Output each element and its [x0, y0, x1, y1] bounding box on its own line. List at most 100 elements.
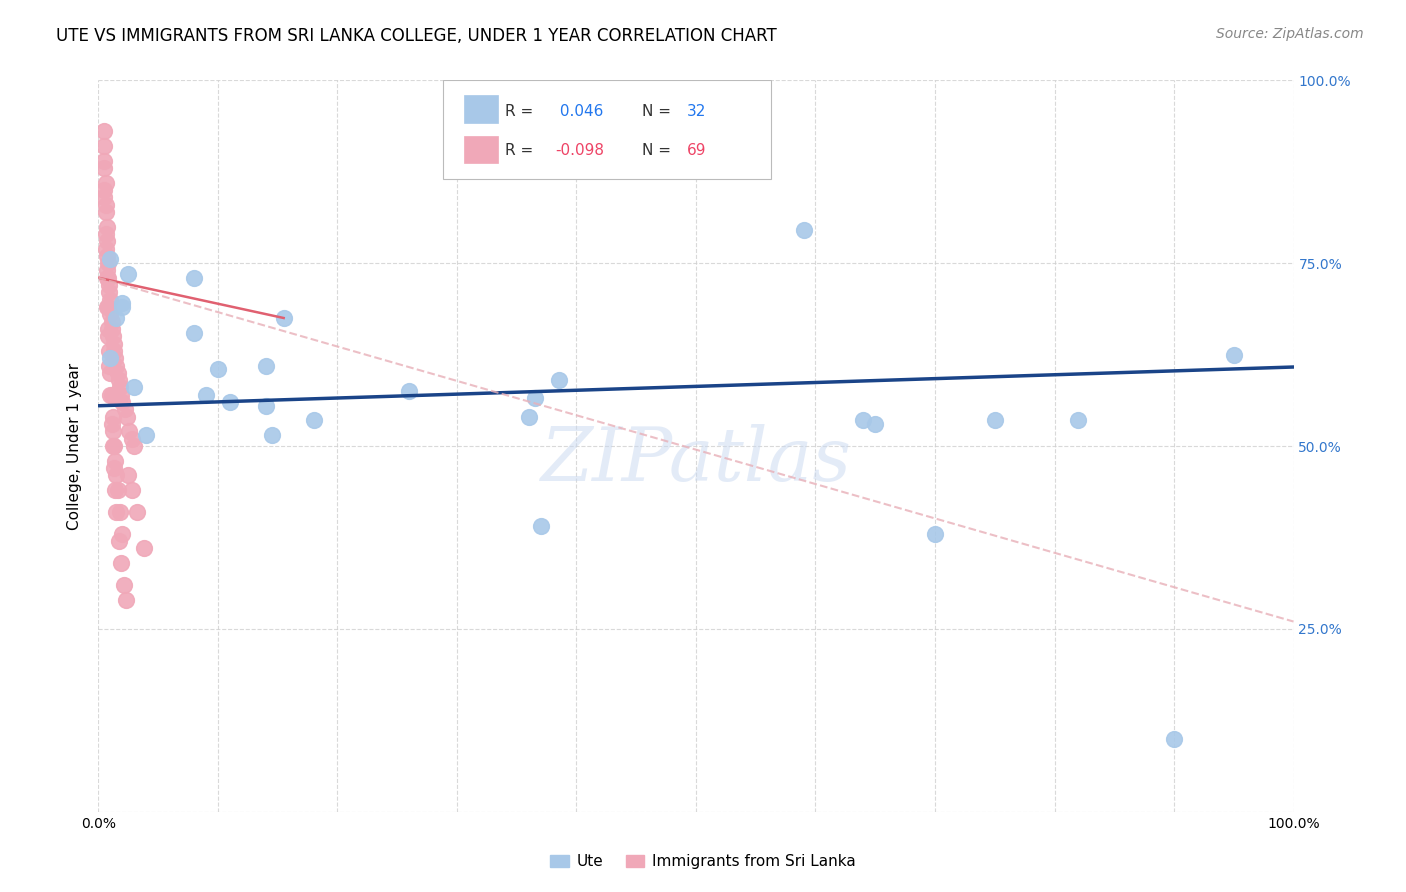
Point [93, 124, 115, 138]
Point [98, 285, 121, 300]
Point [103, 336, 125, 351]
Point [111, 300, 134, 314]
Point [94, 227, 117, 241]
Point [103, 461, 125, 475]
Point [94, 242, 117, 256]
Point [117, 267, 139, 281]
Point [117, 468, 139, 483]
Point [254, 359, 277, 373]
Point [94, 176, 117, 190]
Point [103, 439, 125, 453]
Point [118, 425, 141, 439]
Point [852, 413, 875, 427]
Point [107, 373, 129, 387]
Point [183, 326, 205, 340]
Y-axis label: College, Under 1 year: College, Under 1 year [67, 362, 83, 530]
Point [98, 293, 122, 307]
Point [114, 402, 136, 417]
Point [111, 395, 134, 409]
Point [96, 234, 118, 248]
Point [523, 392, 546, 406]
Point [112, 578, 135, 592]
Legend: Ute, Immigrants from Sri Lanka: Ute, Immigrants from Sri Lanka [544, 848, 862, 875]
Point [101, 329, 124, 343]
Point [100, 315, 122, 329]
Point [110, 388, 132, 402]
Point [93, 139, 115, 153]
Point [121, 483, 143, 497]
Point [1163, 731, 1185, 746]
Point [105, 359, 128, 373]
Point [96, 249, 118, 263]
Point [105, 310, 128, 325]
Text: -0.098: -0.098 [555, 144, 605, 158]
Text: 0.046: 0.046 [555, 103, 603, 119]
Point [107, 366, 129, 380]
Point [98, 366, 122, 380]
Text: UTE VS IMMIGRANTS FROM SRI LANKA COLLEGE, UNDER 1 YEAR CORRELATION CHART: UTE VS IMMIGRANTS FROM SRI LANKA COLLEGE… [56, 27, 778, 45]
Point [219, 395, 242, 409]
Text: Source: ZipAtlas.com: Source: ZipAtlas.com [1216, 27, 1364, 41]
Point [97, 329, 120, 343]
Text: ZIPatlas: ZIPatlas [540, 425, 852, 497]
Point [924, 526, 946, 541]
Point [104, 453, 127, 467]
Point [865, 417, 887, 431]
Point [108, 380, 131, 394]
Point [207, 362, 229, 376]
Text: 69: 69 [686, 144, 706, 158]
Point [100, 417, 122, 431]
Point [111, 296, 134, 310]
Point [121, 432, 143, 446]
Point [94, 205, 117, 219]
Point [183, 270, 205, 285]
Text: R =: R = [505, 144, 538, 158]
Point [96, 263, 118, 277]
Point [302, 413, 325, 427]
Point [93, 183, 115, 197]
Point [124, 380, 146, 394]
Point [97, 270, 120, 285]
FancyBboxPatch shape [464, 136, 498, 163]
Point [107, 534, 129, 549]
Point [98, 252, 122, 267]
Point [97, 256, 120, 270]
Point [98, 388, 122, 402]
Point [132, 541, 155, 556]
Point [108, 505, 131, 519]
Point [254, 399, 277, 413]
Point [101, 439, 124, 453]
Point [273, 310, 295, 325]
Point [105, 468, 128, 483]
Point [103, 343, 125, 358]
Point [589, 143, 612, 157]
Point [105, 505, 128, 519]
Point [398, 384, 420, 399]
Text: N =: N = [643, 144, 676, 158]
FancyBboxPatch shape [443, 80, 772, 179]
Point [135, 428, 157, 442]
Point [97, 300, 120, 314]
Point [98, 343, 121, 358]
Point [98, 351, 122, 366]
Point [104, 351, 127, 366]
Point [793, 223, 815, 237]
Point [94, 197, 117, 211]
Point [96, 219, 118, 234]
FancyBboxPatch shape [464, 95, 498, 123]
Point [517, 409, 540, 424]
Point [530, 519, 553, 533]
Text: N =: N = [643, 103, 676, 119]
Point [93, 161, 115, 175]
Point [100, 322, 122, 336]
Point [115, 592, 138, 607]
Point [115, 409, 138, 424]
Text: R =: R = [505, 103, 538, 119]
Point [547, 373, 569, 387]
Point [100, 388, 122, 402]
Point [984, 413, 1007, 427]
Point [104, 483, 127, 497]
Point [124, 439, 146, 453]
Point [96, 300, 118, 314]
Point [260, 428, 283, 442]
